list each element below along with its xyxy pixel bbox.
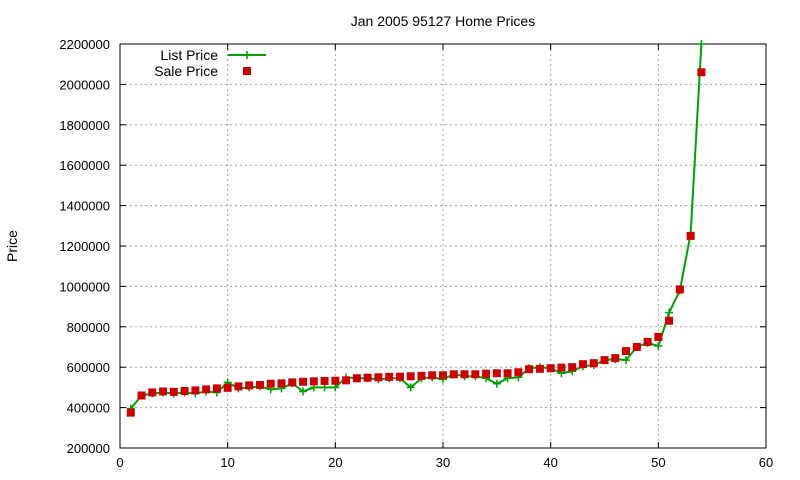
sale-price-point (675, 285, 684, 294)
y-tick-label: 1800000 (59, 118, 110, 133)
sale-price-point (288, 378, 297, 387)
sale-price-point (342, 376, 351, 385)
sale-price-point (460, 370, 469, 379)
sale-price-point (395, 372, 404, 381)
sale-price-point (611, 354, 620, 363)
sale-price-point (654, 332, 663, 341)
sale-price-point (439, 371, 447, 380)
chart-title: Jan 2005 95127 Home Prices (351, 13, 535, 29)
sale-price-point (686, 231, 695, 240)
y-axis-title: Price (4, 230, 20, 262)
sale-price-point (202, 385, 211, 394)
sale-price-point (385, 372, 394, 381)
x-tick-label: 50 (651, 455, 665, 470)
sale-price-point (449, 370, 458, 379)
axis-ticks: 0 10 20 30 40 50 60 200000 400000 600000 800000 100… (59, 37, 773, 470)
list-price-point (622, 356, 631, 365)
y-tick-label: 2000000 (59, 77, 110, 92)
sale-price-point (665, 316, 674, 325)
y-tick-label: 800000 (67, 320, 110, 335)
list-price-point (665, 308, 674, 317)
sale-price-point (622, 347, 631, 356)
sale-price-point (374, 373, 383, 382)
y-tick-label: 2200000 (59, 37, 110, 52)
sale-price-point (600, 356, 609, 365)
sale-price-point (255, 380, 264, 389)
x-tick-label: 40 (543, 455, 557, 470)
sale-price-point (535, 364, 544, 373)
sale-price-point (320, 376, 329, 385)
x-tick-label: 60 (759, 455, 773, 470)
sale-price-point (234, 382, 243, 391)
sale-price-point (299, 377, 308, 386)
sale-price-point (514, 368, 523, 377)
list-price-point (299, 387, 308, 396)
y-tick-label: 1200000 (59, 239, 110, 254)
sale-price-point (632, 343, 641, 351)
y-tick-label: 1600000 (59, 158, 110, 173)
sale-price-point (578, 360, 587, 369)
sale-price-point (159, 387, 168, 396)
sale-price-point (697, 68, 706, 77)
sale-price-point (137, 391, 146, 400)
y-tick-label: 200000 (67, 441, 110, 456)
sale-price-point (503, 369, 512, 378)
series-layer (126, 40, 706, 417)
sale-price-point (568, 363, 577, 372)
list-price-point (492, 379, 501, 388)
sale-price-point (589, 359, 598, 368)
sale-price-point (363, 373, 372, 382)
y-tick-label: 600000 (67, 360, 110, 375)
sale-price-point (525, 365, 534, 374)
list-price-point (654, 341, 663, 350)
y-tick-label: 1000000 (59, 279, 110, 294)
sale-price-point (266, 379, 275, 388)
sale-price-point (169, 387, 178, 396)
sale-price-point (331, 376, 340, 385)
list-price-point (697, 40, 706, 48)
sale-price-point (277, 379, 286, 388)
x-tick-label: 10 (220, 455, 234, 470)
sale-price-point (212, 384, 221, 393)
y-tick-label: 1400000 (59, 199, 110, 214)
y-tick-label: 400000 (67, 401, 110, 416)
sale-price-point (309, 377, 318, 386)
sale-price-point (482, 369, 491, 378)
sale-price-point (557, 363, 566, 372)
legend-marker-list-price (243, 51, 251, 59)
sale-price-point (191, 386, 200, 395)
sale-price-point (643, 337, 652, 346)
sale-price-point (492, 369, 501, 378)
x-tick-label: 20 (328, 455, 342, 470)
x-tick-label: 30 (436, 455, 450, 470)
sale-price-point (471, 370, 480, 379)
x-tick-label: 0 (116, 455, 123, 470)
sale-price-point (245, 381, 254, 390)
sale-price-point (223, 383, 232, 392)
sale-price-point (148, 388, 157, 397)
legend-label: Sale Price (154, 63, 218, 79)
sale-price-point (180, 387, 189, 396)
sale-price-point (428, 371, 437, 380)
sale-price-point (352, 374, 361, 383)
sale-price-point (546, 364, 555, 373)
series-sale-price (126, 68, 706, 417)
sale-price-point (126, 408, 135, 417)
list-price-point (406, 383, 415, 392)
sale-price-point (417, 371, 426, 380)
list-price-line (129, 43, 703, 410)
sale-price-point (406, 372, 415, 381)
legend-swatch-sale-price (243, 67, 251, 75)
legend-label: List Price (160, 47, 218, 63)
